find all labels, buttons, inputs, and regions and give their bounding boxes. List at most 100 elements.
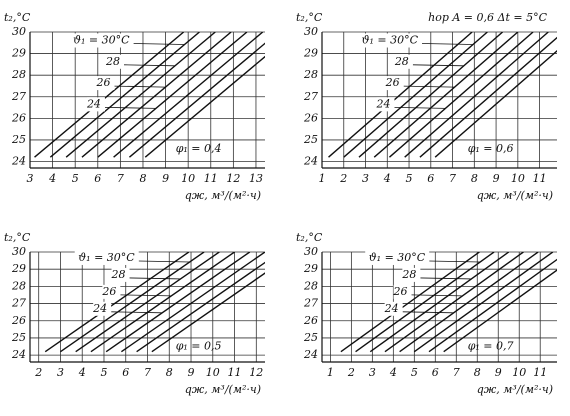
legend-label: 28 (111, 268, 126, 281)
y-tick-label: 30 (304, 245, 318, 258)
x-tick-label: 11 (228, 366, 242, 379)
leader-line (111, 311, 163, 314)
leader-line (412, 64, 464, 67)
leader-line (422, 43, 474, 45)
line (434, 50, 557, 158)
x-tick-label: 10 (512, 366, 526, 379)
x-tick-label: 3 (27, 172, 34, 185)
x-tick-label: 4 (383, 172, 391, 185)
y-tick-label: 29 (11, 47, 26, 60)
y-tick-label: 25 (303, 133, 318, 146)
line (44, 252, 190, 353)
line (404, 32, 549, 158)
line (136, 261, 265, 353)
x-tick-label: 8 (139, 172, 146, 185)
line (369, 252, 510, 353)
legend-label: ϑ₁ = 30°C (362, 34, 419, 47)
line (34, 32, 185, 158)
x-tick-label: 11 (533, 172, 547, 185)
label-background (358, 33, 423, 48)
x-tick-label: 2 (347, 366, 355, 379)
label-background (394, 54, 413, 69)
label-background (365, 250, 430, 265)
x-tick-label: 11 (533, 366, 547, 379)
leader-line (133, 43, 185, 45)
line (413, 252, 554, 353)
leader-line (403, 85, 455, 88)
x-tick-label: 7 (117, 172, 124, 185)
y-tick-label: 29 (303, 262, 318, 275)
y-tick-label: 27 (303, 297, 318, 310)
y-tick-label: 27 (303, 90, 318, 103)
x-tick-label: 8 (471, 172, 478, 185)
leader-line (120, 294, 172, 297)
legend-label: 24 (86, 97, 101, 110)
line (60, 252, 205, 353)
y-tick-label: 25 (11, 133, 26, 146)
line (328, 32, 473, 158)
legend-label: 28 (401, 268, 416, 281)
x-tick-label: 1 (319, 172, 326, 185)
x-tick-label: 10 (181, 172, 195, 185)
line (384, 252, 524, 353)
leader-line (114, 85, 166, 88)
y-axis-label: t₂,°C (4, 231, 31, 244)
legend-label: ϑ₁ = 30°C (369, 251, 426, 264)
line (144, 55, 265, 158)
y-axis-label: t₂,°C (4, 11, 31, 24)
x-tick-label: 3 (362, 172, 369, 185)
x-tick-label: 6 (427, 172, 434, 185)
legend-label: 24 (92, 302, 107, 315)
x-tick-label: 8 (166, 366, 173, 379)
y-tick-label: 30 (12, 245, 26, 258)
x-tick-label: 13 (249, 172, 263, 185)
line (97, 32, 248, 158)
y-tick-label: 26 (303, 314, 318, 327)
x-axis-label: qж, м³/(м²·ч) (185, 189, 261, 202)
leader-line (429, 260, 481, 263)
x-tick-label: 2 (339, 172, 347, 185)
x-tick-label: 1 (327, 366, 334, 379)
legend-label: ϑ₁ = 30°C (73, 34, 130, 47)
x-tick-label: 5 (72, 172, 79, 185)
legend-label: 24 (384, 302, 399, 315)
y-tick-label: 29 (303, 47, 318, 60)
leader-line (420, 277, 472, 280)
line (428, 258, 557, 353)
line (81, 32, 232, 158)
line (419, 36, 557, 158)
y-axis-label: t₂,°C (296, 11, 323, 24)
x-tick-label: 8 (474, 366, 481, 379)
annotation: φ₁ = 0,6 (468, 142, 514, 155)
legend-label: 28 (105, 55, 120, 68)
x-tick-label: 5 (100, 366, 107, 379)
y-tick-label: 27 (11, 90, 26, 103)
subtitle: hор A = 0,6 Δt = 5°C (428, 11, 547, 24)
y-tick-label: 27 (11, 297, 26, 310)
legend-label: 24 (375, 97, 390, 110)
lines (34, 32, 265, 158)
y-tick-label: 30 (304, 25, 318, 38)
x-tick-label: 6 (94, 172, 101, 185)
x-tick-label: 4 (48, 172, 56, 185)
line (105, 252, 251, 353)
legend-label: 26 (385, 76, 400, 89)
y-tick-label: 25 (303, 331, 318, 344)
leader-line (411, 294, 463, 297)
x-tick-label: 4 (389, 366, 397, 379)
y-tick-label: 28 (303, 279, 318, 292)
line (120, 252, 265, 353)
annotation: φ₁ = 0,5 (176, 340, 222, 353)
line (358, 32, 504, 158)
x-tick-label: 3 (57, 366, 64, 379)
x-axis-label: qж, м³/(м²·ч) (185, 383, 261, 396)
annotation: φ₁ = 0,4 (176, 142, 222, 155)
x-tick-label: 6 (432, 366, 439, 379)
line (373, 32, 519, 158)
x-tick-label: 5 (411, 366, 418, 379)
y-tick-label: 24 (11, 155, 26, 168)
line (388, 32, 534, 158)
x-tick-label: 6 (122, 366, 129, 379)
leader-line (104, 106, 156, 109)
leader-line (138, 260, 190, 263)
